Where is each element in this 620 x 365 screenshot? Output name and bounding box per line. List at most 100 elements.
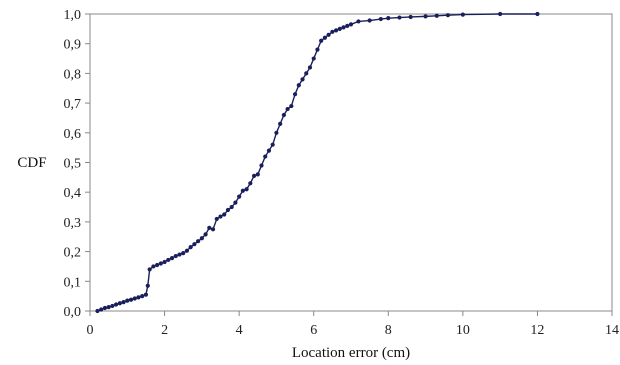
- data-point: [285, 106, 290, 112]
- data-point: [330, 29, 335, 34]
- data-point: [210, 227, 216, 232]
- data-point: [292, 92, 298, 97]
- data-point: [237, 194, 242, 199]
- data-point: [117, 301, 122, 306]
- data-point: [95, 308, 100, 314]
- data-point: [155, 262, 160, 268]
- data-point: [145, 283, 150, 288]
- data-point: [132, 296, 137, 301]
- data-point: [266, 148, 272, 153]
- y-axis-title: CDF: [17, 155, 46, 171]
- y-tick-label: 0,2: [64, 246, 82, 261]
- data-point: [222, 212, 227, 217]
- y-tick-label: 0,0: [64, 305, 82, 320]
- axis-ticks: [85, 13, 613, 316]
- data-point: [158, 261, 163, 266]
- data-point: [240, 188, 245, 193]
- data-point: [367, 18, 372, 23]
- data-point: [408, 14, 413, 20]
- plot-area: [89, 13, 613, 312]
- data-point: [345, 23, 350, 28]
- data-point: [121, 299, 126, 305]
- data-point: [341, 25, 346, 30]
- data-point: [259, 163, 264, 168]
- data-point: [278, 121, 283, 126]
- y-tick-label: 0,3: [64, 216, 82, 231]
- data-point: [460, 12, 465, 17]
- data-point: [445, 13, 451, 18]
- y-tick-label: 0,4: [64, 186, 82, 201]
- data-point: [136, 295, 141, 300]
- x-tick-label: 10: [456, 323, 470, 338]
- x-tick-label: 6: [310, 323, 317, 338]
- data-point: [289, 103, 294, 109]
- x-tick-label: 8: [385, 323, 392, 338]
- data-point: [169, 256, 175, 261]
- data-point: [397, 15, 402, 20]
- data-point: [128, 297, 134, 302]
- y-tick-label: 0,6: [64, 127, 82, 142]
- data-point: [151, 264, 156, 269]
- data-point: [203, 232, 208, 237]
- data-point: [386, 16, 391, 21]
- data-point: [304, 71, 309, 76]
- data-point: [207, 225, 212, 230]
- y-tick-label: 0,1: [64, 275, 82, 290]
- y-tick-label: 0,7: [64, 97, 82, 112]
- data-point: [251, 173, 257, 178]
- x-tick-label: 12: [530, 323, 544, 338]
- data-point: [248, 181, 253, 186]
- data-point: [319, 38, 324, 43]
- series-layer: [95, 11, 540, 314]
- data-point: [166, 257, 171, 263]
- x-axis-title: Location error (cm): [292, 345, 410, 361]
- y-tick-label: 0,5: [64, 157, 82, 172]
- data-point: [102, 305, 108, 311]
- data-point: [140, 294, 145, 299]
- data-point: [333, 28, 339, 33]
- data-point: [300, 77, 305, 82]
- x-tick-label: 14: [605, 323, 619, 338]
- data-point: [322, 35, 327, 40]
- data-point: [270, 142, 275, 147]
- data-point: [356, 19, 361, 24]
- data-point: [326, 32, 331, 37]
- data-point: [229, 204, 234, 210]
- data-point: [125, 298, 130, 303]
- data-point: [307, 65, 313, 70]
- data-point: [434, 13, 439, 18]
- data-point: [196, 239, 201, 244]
- data-point: [337, 26, 342, 31]
- data-point: [423, 14, 428, 19]
- data-point: [244, 187, 249, 192]
- x-tick-label: 4: [236, 323, 243, 338]
- data-point: [110, 303, 115, 309]
- data-point: [218, 214, 223, 219]
- data-point: [535, 11, 540, 17]
- data-point: [281, 112, 286, 118]
- data-point: [214, 216, 219, 222]
- data-point: [181, 250, 186, 256]
- data-point: [199, 236, 204, 241]
- data-point: [233, 200, 238, 205]
- data-point: [296, 83, 301, 88]
- data-point: [114, 302, 119, 307]
- data-point: [274, 130, 279, 135]
- data-point: [173, 253, 178, 259]
- data-point: [263, 154, 268, 159]
- axis-tick-labels: 0 2 4 6 8 10 12 14 0,0 0,1 0,2 0,3 0,4 0,5 0,6 0,7 0,8 0,…: [64, 8, 620, 338]
- data-point: [184, 248, 190, 253]
- y-tick-label: 0,9: [64, 38, 82, 53]
- data-point: [192, 242, 197, 247]
- data-point: [255, 172, 260, 177]
- data-point: [315, 47, 320, 52]
- data-point: [225, 207, 231, 213]
- data-point: [348, 22, 354, 27]
- data-point: [188, 245, 193, 250]
- data-point: [147, 267, 152, 272]
- y-tick-label: 0,8: [64, 67, 82, 82]
- data-point: [177, 252, 182, 257]
- x-tick-label: 0: [87, 323, 94, 338]
